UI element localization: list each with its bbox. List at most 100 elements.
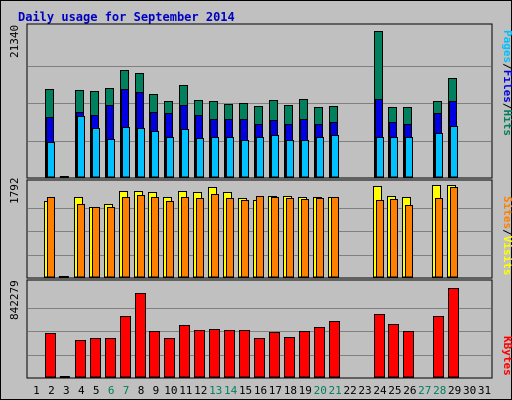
bar-pages-day-13 [211, 137, 219, 178]
bar-sites-day-9 [151, 197, 159, 278]
bar-sites-day-25 [390, 199, 398, 278]
x-tick-label-day-25: 25 [388, 384, 401, 397]
bar-sites-day-14 [226, 198, 234, 278]
bar-sites-day-13 [211, 194, 219, 278]
x-tick-label-day-18: 18 [284, 384, 297, 397]
bar-kbytes-day-25 [388, 324, 399, 378]
bar-pages-day-6 [107, 139, 115, 178]
bar-pages-day-5 [92, 128, 100, 178]
bar-kbytes-day-2 [45, 333, 56, 378]
x-tick-label-day-1: 1 [33, 384, 40, 397]
bar-sites-day-28 [435, 198, 443, 278]
x-tick-label-day-10: 10 [164, 384, 177, 397]
bar-pages-day-18 [286, 140, 294, 178]
bar-kbytes-day-10 [164, 338, 175, 378]
bar-kbytes-day-6 [105, 338, 116, 378]
x-tick-label-day-7: 7 [123, 384, 130, 397]
top-axis-max-label: 21340 [8, 25, 21, 58]
bar-sites-day-6 [107, 207, 115, 278]
bar-pages-day-20 [316, 137, 324, 178]
bar-kbytes-day-24 [374, 314, 385, 378]
x-tick-label-day-14: 14 [224, 384, 238, 397]
x-tick-label-day-26: 26 [403, 384, 416, 397]
middle-axis-max-label: 1792 [8, 178, 21, 205]
x-tick-label-day-9: 9 [153, 384, 160, 397]
bar-sites-day-29 [450, 187, 458, 278]
bar-pages-day-7 [122, 127, 130, 178]
x-tick-label-day-24: 24 [373, 384, 387, 397]
bar-pages-day-17 [271, 135, 279, 178]
bar-sites-day-5 [92, 207, 100, 278]
x-tick-label-day-20: 20 [314, 384, 327, 397]
bar-pages-day-11 [181, 129, 189, 178]
bar-sites-day-18 [286, 198, 294, 278]
bar-pages-day-26 [405, 137, 413, 178]
legend-sep-3: / [501, 229, 512, 236]
bar-sites-day-7 [122, 197, 130, 278]
bar-sites-day-2 [47, 197, 55, 278]
x-tick-label-day-5: 5 [93, 384, 100, 397]
bar-sites-day-8 [137, 195, 145, 278]
x-tick-label-day-30: 30 [463, 384, 476, 397]
bar-pages-day-10 [166, 137, 174, 178]
x-tick-label-day-11: 11 [179, 384, 192, 397]
x-tick-label-day-21: 21 [329, 384, 342, 397]
x-tick-label-day-2: 2 [48, 384, 55, 397]
bar-sites-day-20 [316, 198, 324, 278]
bar-sites-day-17 [271, 197, 279, 278]
x-tick-label-day-22: 22 [343, 384, 356, 397]
top-panel-frame [26, 23, 493, 179]
bar-kbytes-day-15 [239, 330, 250, 378]
bar-sites-day-10 [166, 201, 174, 278]
bar-pages-day-16 [256, 137, 264, 178]
x-tick-label-day-31: 31 [478, 384, 491, 397]
bar-kbytes-day-5 [90, 338, 101, 378]
bar-pages-day-15 [241, 140, 249, 178]
bar-sites-day-12 [196, 198, 204, 278]
x-tick-label-day-16: 16 [254, 384, 267, 397]
bar-kbytes-day-28 [433, 316, 444, 378]
bar-kbytes-day-16 [254, 338, 265, 378]
bar-kbytes-day-21 [329, 321, 340, 378]
bar-pages-day-12 [196, 138, 204, 178]
bar-pages-day-24 [376, 137, 384, 178]
bar-sites-day-11 [181, 197, 189, 278]
bar-sites-day-26 [405, 205, 413, 278]
bar-sites-day-19 [301, 199, 309, 278]
bar-pages-day-19 [301, 140, 309, 178]
x-tick-label-day-19: 19 [299, 384, 312, 397]
bottom-panel-frame [26, 279, 493, 379]
bar-sites-day-16 [256, 196, 264, 278]
legend-visits: Visits [501, 236, 512, 276]
bar-pages-day-2 [47, 142, 55, 178]
legend-sep-1: / [501, 63, 512, 70]
bar-kbytes-day-4 [75, 340, 86, 378]
x-tick-label-day-29: 29 [448, 384, 461, 397]
bar-pages-day-25 [390, 137, 398, 178]
legend-pages: Pages [501, 30, 512, 63]
bar-kbytes-day-26 [403, 331, 414, 378]
bar-kbytes-day-9 [149, 331, 160, 378]
bar-kbytes-day-19 [299, 331, 310, 378]
bar-pages-day-21 [331, 135, 339, 178]
x-tick-label-day-6: 6 [108, 384, 115, 397]
bar-pages-day-14 [226, 137, 234, 178]
bar-kbytes-day-8 [135, 293, 146, 378]
right-legend-middle: Sites/Visits [501, 196, 512, 276]
bottom-axis-max-label: 842279 [8, 280, 21, 320]
bar-sites-day-15 [241, 200, 249, 278]
legend-sites: Sites [501, 196, 512, 229]
bar-pages-day-8 [137, 128, 145, 178]
legend-hits: Hits [501, 110, 512, 137]
bar-pages-day-9 [151, 131, 159, 178]
legend-files: Files [501, 70, 512, 103]
bar-sites-day-24 [376, 200, 384, 278]
right-legend-top: Pages/Files/Hits [501, 30, 512, 136]
right-legend-bottom: KBytes [501, 336, 512, 376]
bar-pages-day-28 [435, 133, 443, 178]
bar-kbytes-day-20 [314, 327, 325, 378]
bar-kbytes-day-17 [269, 332, 280, 378]
middle-panel-frame [26, 179, 493, 279]
x-tick-label-day-12: 12 [194, 384, 207, 397]
